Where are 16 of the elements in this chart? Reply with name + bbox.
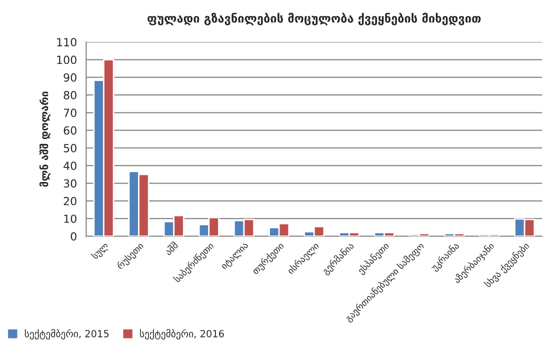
y-tick-label: 0 <box>70 232 76 241</box>
y-tick-label: 110 <box>57 38 76 46</box>
y-tick-label: 50 <box>64 144 76 152</box>
legend-label: სექტემბერი, 2016 <box>140 329 224 340</box>
y-tick-label: 40 <box>64 162 76 170</box>
legend-label: სექტემბერი, 2015 <box>24 329 108 340</box>
chart-title: ფულადი გზავნილების მოცულობა ქვეყნების მიხედვით <box>148 12 481 26</box>
y-tick-label: 90 <box>64 73 76 82</box>
y-tick-label: 60 <box>64 126 76 135</box>
y-tick-label: 10 <box>64 214 76 223</box>
y-tick-label: 70 <box>64 108 76 118</box>
y-tick-label: 30 <box>64 179 76 188</box>
y-tick-label: 20 <box>64 196 76 206</box>
y-tick-label: 100 <box>57 56 76 64</box>
y-axis-title: მლნ აშშ დოლარი <box>39 92 50 187</box>
y-tick-label: 80 <box>64 90 76 100</box>
